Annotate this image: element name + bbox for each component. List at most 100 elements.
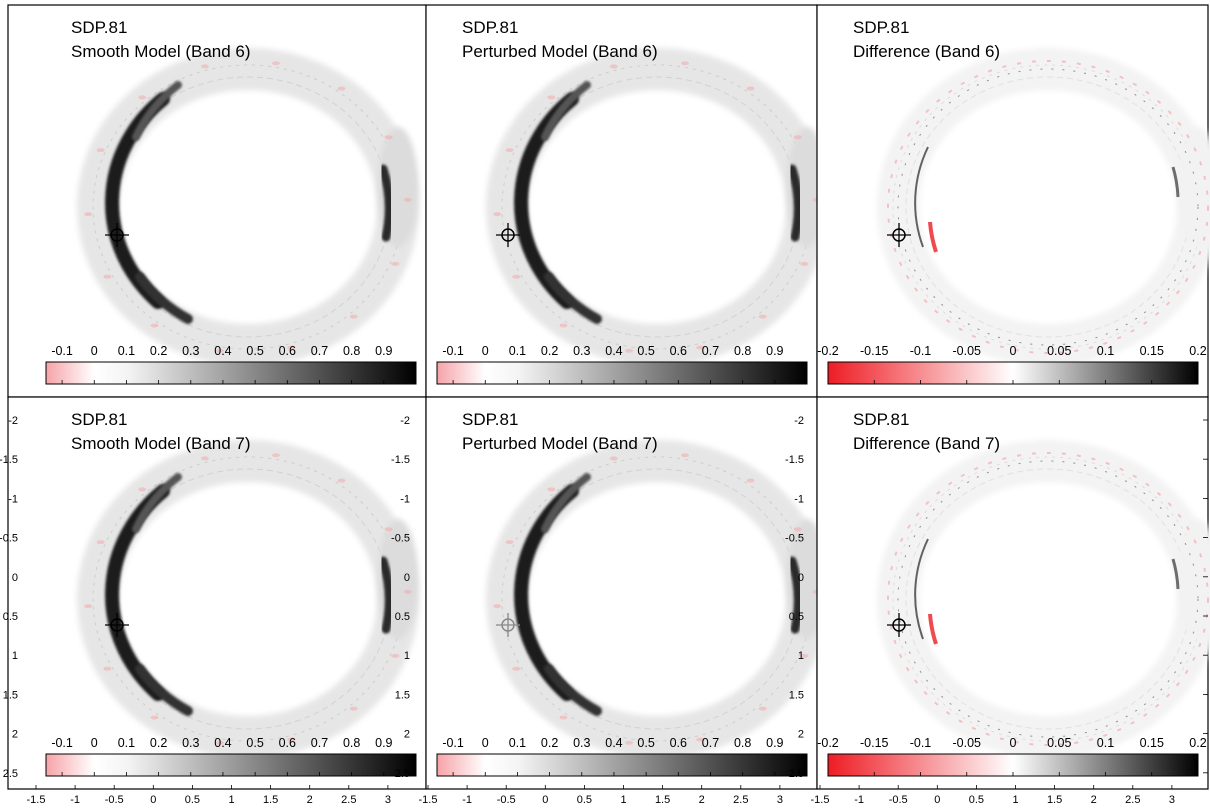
colorbar-tick-label: 0.1 xyxy=(118,344,135,358)
y-tick-label: 1.5 xyxy=(3,689,18,701)
colorbar-tick-label: 0.9 xyxy=(375,344,392,358)
x-tick-label: 0 xyxy=(934,794,940,806)
x-tick-label: -0.5 xyxy=(497,794,516,806)
x-tick-label: 3 xyxy=(1169,794,1175,806)
colorbar-tick-label: 0.2 xyxy=(150,736,167,750)
panel-subtitle: Difference (Band 7) xyxy=(853,434,1000,453)
colorbar-tick-label: 0.8 xyxy=(343,344,360,358)
y-tick-label: 2.5 xyxy=(789,768,804,780)
x-tick-label: -1 xyxy=(854,794,864,806)
colorbar-tick-label: -0.1 xyxy=(442,736,464,750)
colorbar xyxy=(45,361,417,385)
colorbar-tick-label: 0.7 xyxy=(311,344,328,358)
colorbar-tick-label: 0.05 xyxy=(1047,344,1071,358)
colorbar-tick-label: 0.2 xyxy=(1189,344,1206,358)
colorbar-tick-label: 0.2 xyxy=(541,736,558,750)
colorbar xyxy=(436,753,808,777)
panel-subtitle: Perturbed Model (Band 6) xyxy=(462,42,658,61)
colorbar-tick-label: 0.2 xyxy=(541,344,558,358)
x-tick-label: -0.5 xyxy=(889,794,908,806)
y-tick-label: 1.5 xyxy=(789,689,804,701)
y-tick-label: -2 xyxy=(400,415,410,427)
y-tick-label: 0 xyxy=(12,572,18,584)
colorbar-tick-label: 0.1 xyxy=(509,736,526,750)
colorbar-tick-label: -0.1 xyxy=(442,344,464,358)
x-tick-label: 1.5 xyxy=(655,794,670,806)
colorbar-tick-label: 0.5 xyxy=(246,344,263,358)
colorbar-tick-label: 0.9 xyxy=(766,344,783,358)
crosshair-marker xyxy=(496,613,520,637)
x-tick-label: 0.5 xyxy=(969,794,984,806)
colorbar xyxy=(436,361,808,385)
colorbar-tick-label: 0.8 xyxy=(734,736,751,750)
colorbar-tick-label: -0.1 xyxy=(51,344,73,358)
y-tick-label: 1 xyxy=(798,650,804,662)
colorbar-tick-label: 0.6 xyxy=(670,736,687,750)
panel-object-name: SDP.81 xyxy=(462,18,518,37)
crosshair-marker xyxy=(887,223,911,247)
crosshair-marker xyxy=(105,223,129,247)
y-tick-label: 2.5 xyxy=(395,768,410,780)
panel-subtitle: Smooth Model (Band 7) xyxy=(71,434,251,453)
panel-object-name: SDP.81 xyxy=(462,410,518,429)
panel-band7-perturbed: SDP.81 Perturbed Model (Band 7) -0.1 0 0.1 0.… xyxy=(425,396,828,790)
panel-object-name: SDP.81 xyxy=(71,410,127,429)
colorbar-tick-label: 0.1 xyxy=(118,736,135,750)
y-tick-label: 2.5 xyxy=(3,768,18,780)
colorbar-tick-label: 0 xyxy=(482,344,489,358)
colorbar-tick-label: 0.3 xyxy=(182,344,199,358)
panel-subtitle: Smooth Model (Band 6) xyxy=(71,42,251,61)
panel-band7-difference: SDP.81 Difference (Band 7) -0.2 -0.15 -0.1 -0… xyxy=(816,396,1210,790)
colorbar-tick-label: -0.15 xyxy=(860,344,889,358)
x-tick-label: 1.5 xyxy=(1047,794,1062,806)
y-tick-label: -0.5 xyxy=(391,533,410,545)
y-tick-label: -1 xyxy=(794,493,804,505)
y-tick-label: 1.5 xyxy=(395,689,410,701)
y-tick-label: -1.5 xyxy=(785,454,804,466)
y-tick-label: -1 xyxy=(8,493,18,505)
colorbar-tick-label: 0.4 xyxy=(605,344,622,358)
y-tick-label: -0.5 xyxy=(785,533,804,545)
x-tick-label: 1 xyxy=(620,794,626,806)
y-tick-label: 0.5 xyxy=(395,611,410,623)
x-tick-label: 0 xyxy=(150,794,156,806)
y-tick-label: 0.5 xyxy=(789,611,804,623)
colorbar-tick-label: 0.15 xyxy=(1140,344,1164,358)
lens-image xyxy=(77,48,419,366)
colorbar-tick-label: 0 xyxy=(482,736,489,750)
colorbar-tick-label: 0.3 xyxy=(182,736,199,750)
colorbar-tick-label: 0.5 xyxy=(246,736,263,750)
x-tick-label: 2.5 xyxy=(341,794,356,806)
lens-image xyxy=(486,440,828,758)
colorbar-tick-label: -0.05 xyxy=(953,344,982,358)
lens-image xyxy=(77,440,419,758)
colorbar-tick-label: -0.2 xyxy=(817,736,839,750)
x-tick-label: 0.5 xyxy=(577,794,592,806)
colorbar-tick-label: 0.4 xyxy=(214,344,231,358)
panel-band6-difference: SDP.81 Difference (Band 6) -0.2 -0.15 -0.1 -0… xyxy=(816,4,1210,398)
x-tick-label: 2 xyxy=(699,794,705,806)
x-tick-label: -0.5 xyxy=(105,794,124,806)
colorbar-tick-label: 0.2 xyxy=(1189,736,1206,750)
colorbar-tick-label: 0.8 xyxy=(343,736,360,750)
x-tick-label: 0.5 xyxy=(185,794,200,806)
crosshair-marker xyxy=(105,613,129,637)
colorbar-tick-label: 0.9 xyxy=(766,736,783,750)
colorbar-tick-label: 0.6 xyxy=(670,344,687,358)
x-tick-label: 1 xyxy=(228,794,234,806)
x-tick-label: -1.5 xyxy=(811,794,830,806)
lens-image xyxy=(877,440,1210,758)
colorbar-tick-label: -0.1 xyxy=(910,344,932,358)
x-tick-label: 3 xyxy=(777,794,783,806)
colorbar xyxy=(45,753,417,777)
colorbar-tick-label: 0.5 xyxy=(637,344,654,358)
colorbar-tick-label: 0.4 xyxy=(605,736,622,750)
panel-object-name: SDP.81 xyxy=(853,18,909,37)
colorbar-tick-label: -0.1 xyxy=(910,736,932,750)
panel-band6-perturbed: SDP.81 Perturbed Model (Band 6) -0.1 0 0.1 0.… xyxy=(425,4,828,398)
x-tick-label: 2.5 xyxy=(733,794,748,806)
panel-band6-smooth: SDP.81 Smooth Model (Band 6) -0.1 0 0.1 0.2 0.… xyxy=(7,4,427,398)
x-tick-label: 3 xyxy=(385,794,391,806)
colorbar-tick-label: 0.5 xyxy=(637,736,654,750)
